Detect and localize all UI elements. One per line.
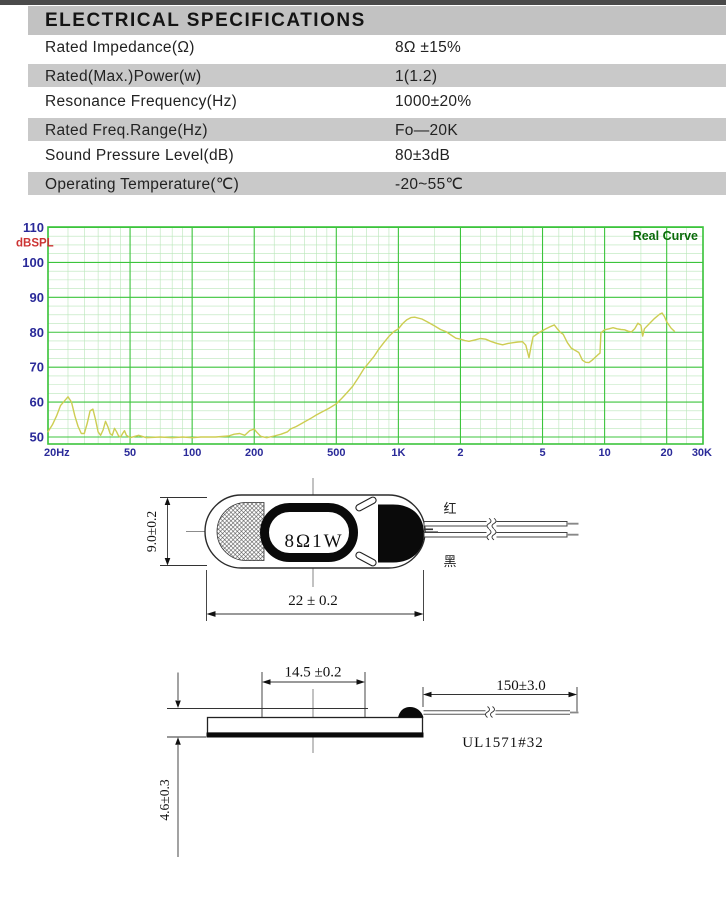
dim-arrow-down [164, 558, 171, 566]
chart-plot-border [47, 226, 704, 445]
spec-label: Operating Temperature(℃) [45, 176, 240, 193]
y-tick-label: 110 [23, 220, 44, 235]
y-tick-label: 80 [30, 325, 44, 340]
spec-value: 1(1.2) [395, 68, 438, 85]
dim-arrow-up [175, 737, 181, 745]
height-dimension-text: 9.0±0.2 [144, 511, 159, 552]
spec-row-power: Rated(Max.)Power(w) 1(1.2) [28, 62, 726, 89]
cap-width-dimension-text: 14.5 ±0.2 [285, 665, 342, 681]
spec-label: Sound Pressure Level(dB) [45, 147, 234, 164]
lead-wire [423, 710, 570, 715]
wire-break-mask [486, 519, 497, 528]
thickness-dimension-lines [167, 672, 206, 857]
x-tick-label: 500 [327, 447, 345, 459]
wire-spec-text: UL1571#32 [462, 735, 544, 751]
width-dimension-text: 22 ± 0.2 [288, 593, 337, 609]
x-tick-label: 50 [124, 447, 136, 459]
width-dimension-lines [206, 570, 424, 621]
wire-break-mask [486, 530, 497, 539]
spec-label: Rated Impedance(Ω) [45, 39, 195, 56]
dim-arrow-left [262, 679, 271, 685]
vent-slot-top [355, 496, 377, 512]
y-tick-label: 100 [22, 255, 44, 270]
height-dimension-lines [160, 497, 207, 566]
dim-arrow-down [175, 700, 181, 708]
red-wire-label: 红 [443, 501, 456, 516]
chart-curve-group [47, 312, 676, 439]
spec-label: Rated Freq.Range(Hz) [45, 122, 208, 139]
wire-length-dimension-lines [422, 687, 578, 712]
wire-break-symbols [486, 517, 497, 541]
x-tick-label: 2 [457, 447, 463, 459]
spec-row-temperature: Operating Temperature(℃) -20~55℃ [28, 170, 726, 197]
spec-value: -20~55℃ [395, 176, 464, 193]
black-wire-label: 黑 [443, 554, 456, 569]
spec-row-spl: Sound Pressure Level(dB) 80±3dB [28, 143, 726, 170]
dim-arrow-right [414, 611, 424, 617]
cap-width-dimension-lines [261, 672, 366, 718]
glue-blob [398, 707, 424, 718]
spec-row-freq-range: Rated Freq.Range(Hz) Fo—20K [28, 116, 726, 143]
x-tick-label: 100 [183, 447, 201, 459]
chart-title: Real Curve [633, 229, 698, 243]
thickness-dimension-text: 4.6±0.3 [157, 779, 172, 820]
dim-arrow-left [423, 691, 432, 698]
wire-break-symbols [485, 706, 495, 718]
vent-slot-bottom [355, 551, 377, 567]
x-tick-label: 20 [661, 447, 673, 459]
speaker-top-view-drawing: 8Ω1W 红 黑 9.0±0.2 22 ± 0.2 [144, 478, 579, 621]
dim-arrow-left [206, 611, 216, 617]
chart-y-axis-label: dBSPL [16, 238, 54, 250]
y-tick-label: 50 [30, 430, 44, 445]
spec-table-header: ELECTRICAL SPECIFICATIONS [28, 6, 726, 35]
top-divider-bar [0, 0, 726, 5]
spec-row-resonance: Resonance Frequency(Hz) 1000±20% [28, 89, 726, 116]
wire-length-dimension-text: 150±3.0 [496, 678, 545, 694]
spec-value: Fo—20K [395, 122, 458, 139]
impedance-power-label: 8Ω1W [284, 531, 343, 552]
y-tick-label: 60 [30, 395, 44, 410]
speaker-bottom-plate [206, 732, 424, 738]
spec-table-title: ELECTRICAL SPECIFICATIONS [45, 10, 366, 31]
x-tick-label: 20Hz [44, 447, 70, 459]
wire-bare-tips [567, 522, 579, 536]
response-curve [47, 312, 676, 439]
spec-label: Resonance Frequency(Hz) [45, 93, 238, 110]
spec-label: Rated(Max.)Power(w) [45, 68, 202, 85]
dim-arrow-right [568, 691, 577, 698]
spec-value: 8Ω ±15% [395, 39, 462, 56]
x-tick-label: 10 [598, 447, 610, 459]
spec-value: 80±3dB [395, 147, 451, 164]
y-tick-label: 70 [30, 360, 44, 375]
x-tick-label: 30K [692, 447, 712, 459]
wire-break-mask [485, 706, 496, 718]
terminal-block [378, 504, 424, 563]
dim-arrow-up [164, 497, 171, 505]
speaker-side-view-drawing: 14.5 ±0.2 150±3.0 UL1571#32 4.6±0.3 [157, 665, 579, 857]
speaker-mesh-area [216, 502, 265, 561]
spec-row-impedance: Rated Impedance(Ω) 8Ω ±15% [28, 35, 726, 62]
spec-value: 1000±20% [395, 93, 472, 110]
x-tick-label: 1K [391, 447, 405, 459]
x-tick-label: 200 [245, 447, 263, 459]
x-tick-label: 5 [539, 447, 545, 459]
speaker-diaphragm-ring [260, 503, 358, 562]
y-tick-label: 90 [30, 290, 44, 305]
speaker-frame-profile [206, 716, 424, 734]
dim-arrow-right [356, 679, 365, 685]
